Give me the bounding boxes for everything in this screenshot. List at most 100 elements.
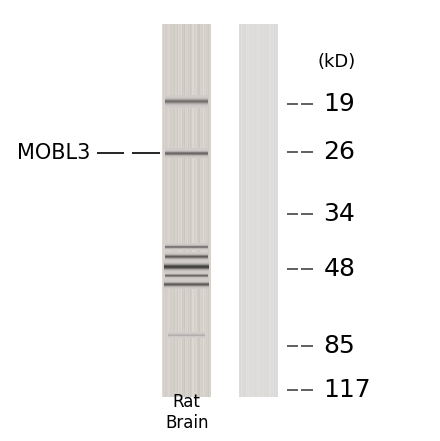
Bar xyxy=(266,24,267,397)
Bar xyxy=(176,24,177,397)
Bar xyxy=(189,24,190,397)
Bar xyxy=(262,24,263,397)
Bar xyxy=(191,24,192,397)
Bar xyxy=(239,24,278,397)
Bar xyxy=(173,24,174,397)
Bar xyxy=(272,24,273,397)
Bar xyxy=(164,271,209,272)
Bar xyxy=(210,24,211,397)
Bar xyxy=(164,260,209,261)
Bar xyxy=(240,24,241,397)
Bar xyxy=(177,24,178,397)
Bar xyxy=(206,24,207,397)
Bar xyxy=(259,24,260,397)
Bar xyxy=(166,24,167,397)
Bar xyxy=(164,267,209,268)
Bar xyxy=(165,24,166,397)
Bar xyxy=(164,270,209,271)
Bar xyxy=(170,24,171,397)
Bar xyxy=(202,24,203,397)
Bar xyxy=(180,24,181,397)
Bar xyxy=(164,264,209,265)
Bar xyxy=(164,269,209,270)
Bar xyxy=(246,24,247,397)
Bar xyxy=(197,24,198,397)
Bar xyxy=(239,24,240,397)
Bar xyxy=(247,24,248,397)
Bar xyxy=(179,24,180,397)
Bar xyxy=(172,24,173,397)
Bar xyxy=(275,24,276,397)
Bar xyxy=(264,24,265,397)
Bar xyxy=(162,24,211,397)
Bar xyxy=(257,24,258,397)
Bar xyxy=(258,24,259,397)
Bar xyxy=(175,24,176,397)
Bar xyxy=(203,24,204,397)
Bar xyxy=(242,24,243,397)
Bar xyxy=(267,24,268,397)
Bar xyxy=(184,24,185,397)
Bar xyxy=(181,24,182,397)
Bar xyxy=(164,261,209,262)
Bar xyxy=(243,24,244,397)
Text: 34: 34 xyxy=(323,202,356,226)
Bar xyxy=(162,24,163,397)
Bar xyxy=(192,24,193,397)
Bar xyxy=(265,24,266,397)
Bar xyxy=(261,24,262,397)
Bar xyxy=(200,24,201,397)
Bar xyxy=(168,24,169,397)
Bar xyxy=(164,272,209,273)
Bar xyxy=(254,24,255,397)
Bar xyxy=(270,24,271,397)
Bar xyxy=(188,24,189,397)
Text: Rat
Brain: Rat Brain xyxy=(165,393,209,432)
Text: 19: 19 xyxy=(323,92,355,116)
Bar xyxy=(205,24,206,397)
Bar xyxy=(164,263,209,264)
Bar xyxy=(268,24,269,397)
Bar xyxy=(195,24,196,397)
Bar xyxy=(183,24,184,397)
Bar xyxy=(186,24,187,397)
Bar xyxy=(201,24,202,397)
Bar xyxy=(164,264,209,265)
Bar xyxy=(248,24,249,397)
Bar xyxy=(209,24,210,397)
Bar xyxy=(252,24,253,397)
Bar xyxy=(164,269,209,270)
Bar xyxy=(269,24,270,397)
Bar xyxy=(196,24,197,397)
Bar xyxy=(164,262,209,263)
Bar xyxy=(167,24,168,397)
Bar xyxy=(178,24,179,397)
Bar xyxy=(198,24,199,397)
Bar xyxy=(204,24,205,397)
Text: MOBL3: MOBL3 xyxy=(17,143,91,164)
Bar xyxy=(263,24,264,397)
Text: 26: 26 xyxy=(323,140,356,164)
Bar xyxy=(273,24,274,397)
Bar xyxy=(164,266,209,267)
Bar xyxy=(199,24,200,397)
Bar xyxy=(164,272,209,273)
Bar xyxy=(194,24,195,397)
Bar xyxy=(164,262,209,263)
Bar xyxy=(193,24,194,397)
Bar xyxy=(207,24,208,397)
Bar xyxy=(164,270,209,271)
Bar xyxy=(255,24,256,397)
Text: 117: 117 xyxy=(323,378,371,402)
Bar xyxy=(171,24,172,397)
Bar xyxy=(277,24,278,397)
Bar xyxy=(164,268,209,269)
Bar xyxy=(164,24,165,397)
Bar xyxy=(253,24,254,397)
Bar xyxy=(187,24,188,397)
Bar xyxy=(169,24,170,397)
Bar xyxy=(185,24,186,397)
Bar xyxy=(182,24,183,397)
Bar xyxy=(241,24,242,397)
Bar xyxy=(245,24,246,397)
